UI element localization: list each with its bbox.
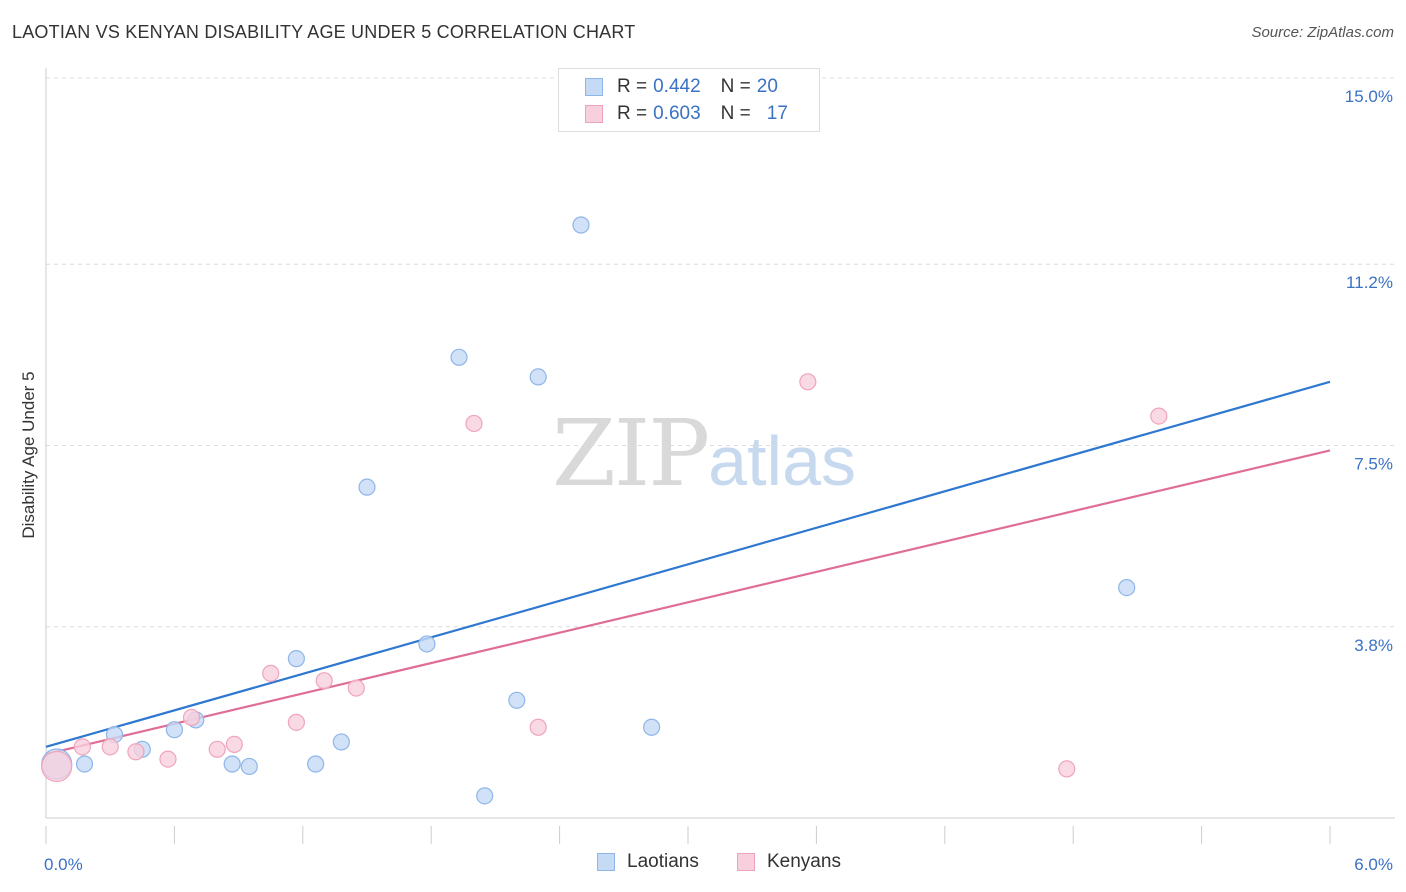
point-laotians — [223, 755, 241, 773]
point-laotians — [287, 650, 305, 668]
point-laotians — [529, 368, 547, 386]
legend-r-label: R = — [617, 103, 648, 124]
point-laotians — [75, 755, 94, 773]
tick-labels: 3.8% 7.5% 11.2% 15.0% 0.0% 6.0% Disability Age… — [19, 87, 1393, 874]
watermark: ZIPatlas — [552, 400, 856, 507]
point-laotians — [572, 216, 590, 234]
legend-n-value: 17 — [766, 103, 788, 124]
watermark-zip: ZIP — [552, 400, 710, 507]
trend-line-kenyans — [45, 449, 1331, 756]
point-kenyans — [127, 743, 145, 761]
point-laotians — [240, 757, 258, 776]
legend-swatch-laotians — [585, 78, 603, 96]
series-swatch-kenyans — [737, 853, 755, 871]
point-kenyans — [159, 750, 177, 768]
point-kenyans — [347, 679, 365, 697]
x-tick-label: 0.0% — [44, 855, 83, 874]
y-axis-label: Disability Age Under 5 — [19, 371, 38, 538]
watermark-atlas: atlas — [708, 422, 857, 500]
point-kenyans — [73, 738, 91, 756]
point-kenyans — [182, 708, 201, 727]
series-legend-kenyans: Kenyans — [737, 851, 841, 873]
point-kenyans — [225, 735, 243, 754]
point-laotians — [1118, 578, 1136, 597]
point-laotians — [643, 718, 661, 736]
point-laotians — [307, 755, 325, 773]
trend-line-laotians — [45, 380, 1331, 748]
stats-legend: R = 0.442 N = 20 R = 0.603 N = 17 — [558, 68, 820, 132]
point-laotians — [476, 787, 494, 805]
legend-n-label: N = — [720, 103, 751, 124]
legend-r-label: R = — [617, 76, 648, 97]
point-kenyans — [1058, 760, 1076, 778]
series-legend: Laotians Kenyans — [0, 851, 1406, 879]
point-kenyans — [465, 414, 483, 433]
legend-r-value: 0.442 — [653, 76, 701, 97]
y-tick-label: 7.5% — [1354, 455, 1393, 474]
legend-n-value: 20 — [756, 76, 778, 97]
point-laotians — [418, 635, 436, 653]
chart-title: LAOTIAN VS KENYAN DISABILITY AGE UNDER 5… — [12, 22, 636, 42]
y-tick-label: 15.0% — [1345, 87, 1393, 106]
grid-lines — [46, 77, 1395, 628]
legend-n-label: N = — [720, 76, 751, 97]
point-kenyans — [799, 373, 817, 391]
trend-lines — [45, 380, 1331, 756]
point-laotians — [508, 691, 526, 709]
point-kenyans — [287, 713, 305, 731]
series-swatch-laotians — [597, 853, 615, 871]
point-kenyans — [101, 738, 119, 756]
series-label-kenyans: Kenyans — [767, 851, 841, 872]
point-kenyans — [1150, 407, 1168, 425]
x-tick-label: 6.0% — [1354, 855, 1393, 874]
point-kenyans — [41, 750, 73, 783]
legend-swatch-kenyans — [585, 105, 603, 123]
legend-r-value: 0.603 — [653, 103, 701, 124]
legend-row-kenyans: R = 0.603 N = 17 — [585, 101, 788, 127]
point-kenyans — [262, 664, 280, 682]
point-kenyans — [315, 672, 333, 690]
point-laotians — [450, 348, 468, 366]
point-laotians — [332, 733, 350, 751]
data-points — [41, 216, 1168, 805]
source-label: Source: ZipAtlas.com — [1251, 24, 1394, 41]
point-laotians — [358, 478, 376, 496]
y-tick-label: 11.2% — [1346, 273, 1393, 292]
point-kenyans — [529, 718, 547, 736]
legend-row-laotians: R = 0.442 N = 20 — [585, 74, 778, 100]
series-label-laotians: Laotians — [627, 851, 699, 872]
y-tick-label: 3.8% — [1354, 636, 1393, 655]
series-legend-laotians: Laotians — [597, 851, 699, 873]
axes — [45, 68, 1395, 844]
point-laotians — [165, 721, 183, 739]
point-kenyans — [208, 740, 226, 758]
